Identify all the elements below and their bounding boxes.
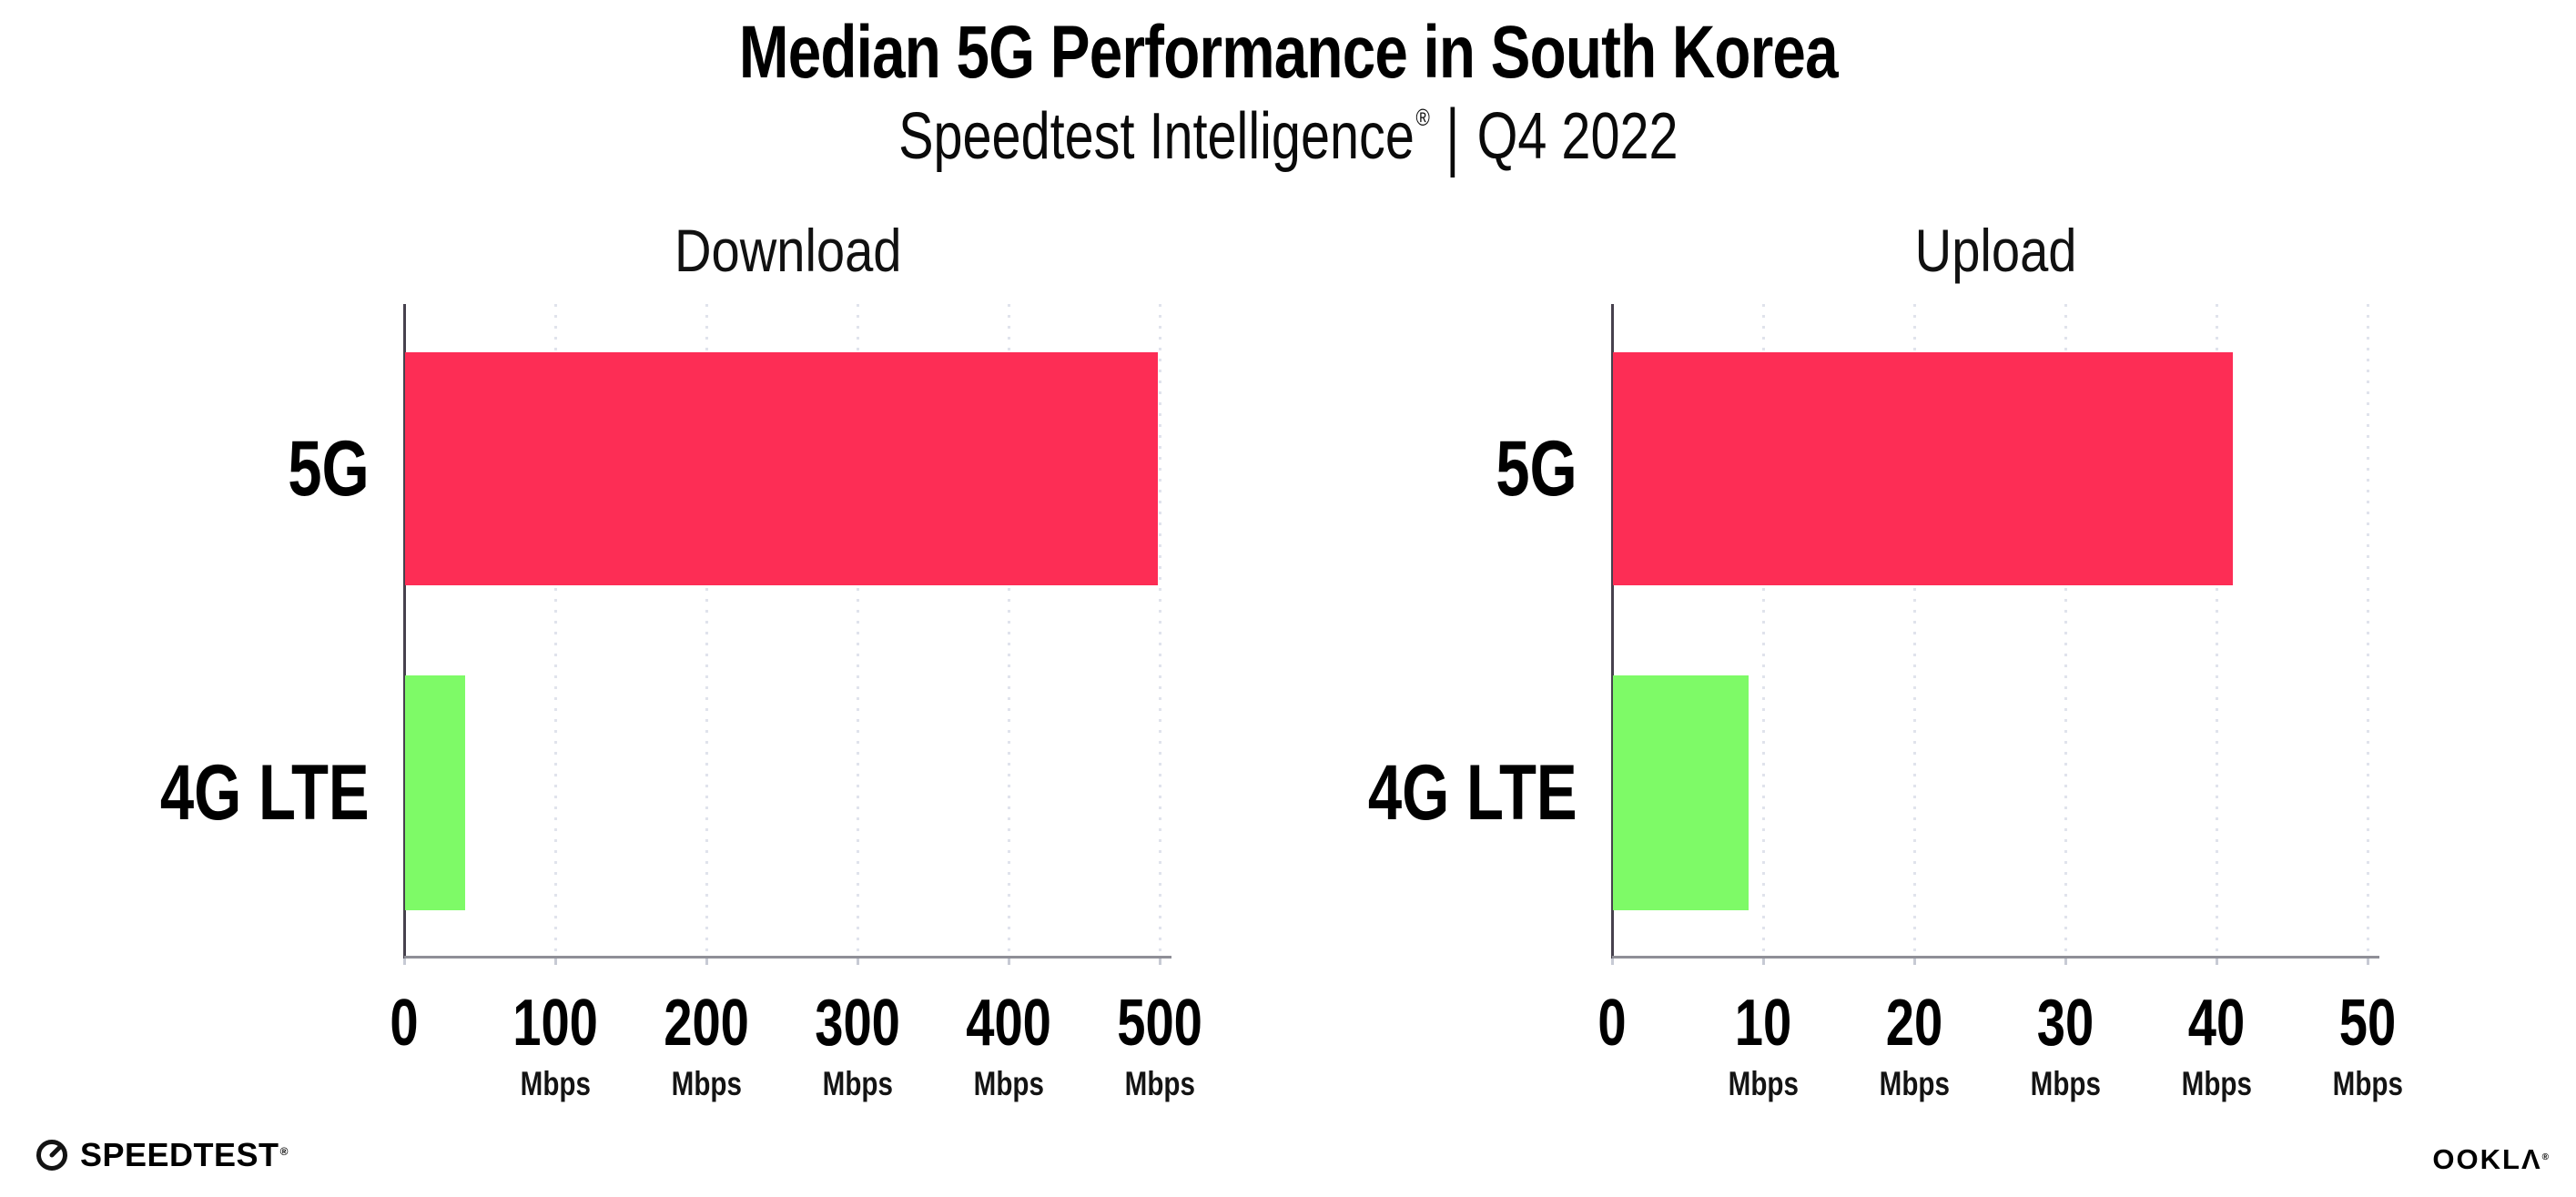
gridline <box>1762 304 1766 956</box>
tick-unit: Mbps <box>1728 1065 1799 1102</box>
tick-label: 0 <box>286 990 522 1056</box>
subtitle-period: Q4 2022 <box>1476 99 1678 173</box>
x-axis-line <box>404 956 1171 959</box>
page-title: Median 5G Performance in South Korea <box>738 11 1839 94</box>
axis-tick <box>1762 959 1766 965</box>
ookla-logo-text: OOKLΛ® <box>2432 1143 2551 1175</box>
upload-chart-title: Upload <box>1914 217 2077 284</box>
axis-tick <box>2367 959 2370 965</box>
x-axis-line <box>1612 956 2379 959</box>
tick-unit: Mbps <box>2030 1065 2101 1102</box>
tick-value: 40 <box>2188 987 2246 1060</box>
speedtest-gauge-icon <box>35 1138 69 1172</box>
tick-label: 400 Mbps <box>890 990 1127 1101</box>
upload-chart-panel: Upload 0 10 Mbps 20 Mbps 30 Mbps 40 Mbps 50 Mbps 5G… <box>1368 220 2403 1101</box>
axis-tick <box>2064 959 2068 965</box>
download-chart-title: Download <box>674 217 902 284</box>
tick-label: 50 Mbps <box>2249 990 2486 1101</box>
tick-label: 300 Mbps <box>739 990 976 1101</box>
tick-value: 400 <box>966 987 1052 1060</box>
tick-value: 0 <box>1597 987 1627 1060</box>
tick-value: 10 <box>1734 987 1792 1060</box>
category-label-4g-lte: 4G LTE <box>160 749 370 837</box>
bar-5g-download <box>405 352 1159 585</box>
gridline <box>2367 304 2370 956</box>
axis-tick <box>857 959 860 965</box>
category-label-4g-lte: 4G LTE <box>1368 749 1577 837</box>
gridline <box>554 304 558 956</box>
axis-tick <box>1008 959 1011 965</box>
tick-unit: Mbps <box>822 1065 893 1102</box>
axis-tick <box>1913 959 1917 965</box>
speedtest-logo-text: SPEEDTEST® <box>80 1136 289 1173</box>
subtitle-separator: | <box>1445 94 1460 178</box>
gridline <box>1913 304 1917 956</box>
tick-unit: Mbps <box>1124 1065 1195 1102</box>
registered-mark-icon: ® <box>1415 103 1430 131</box>
header: Median 5G Performance in South Korea Spe… <box>0 11 2576 175</box>
subtitle-brand: Speedtest Intelligence <box>898 99 1415 173</box>
page-subtitle: Speedtest Intelligence® | Q4 2022 <box>0 96 2576 175</box>
tick-label: 200 Mbps <box>588 990 825 1101</box>
tick-label: 0 <box>1494 990 1730 1056</box>
bar-5g-upload <box>1613 352 2233 585</box>
tick-value: 30 <box>2036 987 2094 1060</box>
tick-value: 0 <box>390 987 419 1060</box>
tick-label: 100 Mbps <box>437 990 674 1101</box>
tick-unit: Mbps <box>973 1065 1044 1102</box>
axis-tick <box>554 959 558 965</box>
gridline <box>857 304 860 956</box>
download-chart-panel: Download 0 100 Mbps 200 Mbps 300 Mbps 400 Mbps 50… <box>160 220 1202 1101</box>
y-axis-line <box>403 304 406 961</box>
tick-unit: Mbps <box>671 1065 742 1102</box>
registered-mark-icon: ® <box>279 1145 289 1158</box>
bar-4g-lte-upload <box>1613 675 1749 910</box>
tick-label: 40 Mbps <box>2098 990 2335 1101</box>
tick-value: 50 <box>2339 987 2397 1060</box>
axis-tick <box>403 959 406 965</box>
axis-tick <box>2216 959 2219 965</box>
registered-mark-icon: ® <box>2541 1152 2551 1162</box>
axis-tick <box>1159 959 1162 965</box>
gridline <box>2216 304 2219 956</box>
tick-label: 20 Mbps <box>1796 990 2033 1101</box>
gridline <box>705 304 709 956</box>
gridline <box>1159 304 1162 956</box>
tick-value: 100 <box>512 987 598 1060</box>
axis-tick <box>1611 959 1614 965</box>
speedtest-logo: SPEEDTEST® <box>35 1136 288 1174</box>
tick-value: 500 <box>1117 987 1203 1060</box>
category-label-5g: 5G <box>1496 425 1577 512</box>
tick-value: 20 <box>1885 987 1943 1060</box>
bar-4g-lte-download <box>405 675 466 910</box>
y-axis-line <box>1611 304 1614 961</box>
tick-unit: Mbps <box>2181 1065 2252 1102</box>
tick-label: 30 Mbps <box>1947 990 2184 1101</box>
ookla-logo: OOKLΛ® <box>2432 1143 2551 1176</box>
tick-unit: Mbps <box>520 1065 591 1102</box>
tick-unit: Mbps <box>2332 1065 2403 1102</box>
tick-label: 500 Mbps <box>1041 990 1278 1101</box>
tick-label: 10 Mbps <box>1645 990 1881 1101</box>
tick-unit: Mbps <box>1879 1065 1950 1102</box>
tick-value: 200 <box>664 987 749 1060</box>
tick-value: 300 <box>815 987 901 1060</box>
gridline <box>1008 304 1011 956</box>
category-label-5g: 5G <box>288 425 370 512</box>
axis-tick <box>705 959 709 965</box>
gridline <box>2064 304 2068 956</box>
